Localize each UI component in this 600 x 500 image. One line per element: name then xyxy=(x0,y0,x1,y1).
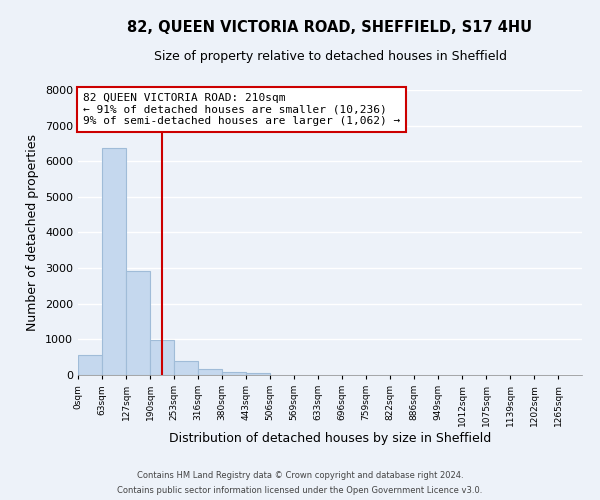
Text: 82 QUEEN VICTORIA ROAD: 210sqm
← 91% of detached houses are smaller (10,236)
9% : 82 QUEEN VICTORIA ROAD: 210sqm ← 91% of … xyxy=(83,93,400,126)
Bar xyxy=(102,148,126,375)
Text: Contains HM Land Registry data © Crown copyright and database right 2024.: Contains HM Land Registry data © Crown c… xyxy=(137,471,463,480)
Bar xyxy=(174,362,198,375)
Text: 82, QUEEN VICTORIA ROAD, SHEFFIELD, S17 4HU: 82, QUEEN VICTORIA ROAD, SHEFFIELD, S17 … xyxy=(127,20,533,35)
Bar xyxy=(198,369,222,375)
Bar xyxy=(246,373,270,375)
Bar xyxy=(78,356,102,375)
Text: Size of property relative to detached houses in Sheffield: Size of property relative to detached ho… xyxy=(154,50,506,63)
Bar xyxy=(126,271,150,375)
Bar xyxy=(222,372,246,375)
Bar xyxy=(150,340,174,375)
Text: Contains public sector information licensed under the Open Government Licence v3: Contains public sector information licen… xyxy=(118,486,482,495)
X-axis label: Distribution of detached houses by size in Sheffield: Distribution of detached houses by size … xyxy=(169,432,491,444)
Y-axis label: Number of detached properties: Number of detached properties xyxy=(26,134,40,331)
